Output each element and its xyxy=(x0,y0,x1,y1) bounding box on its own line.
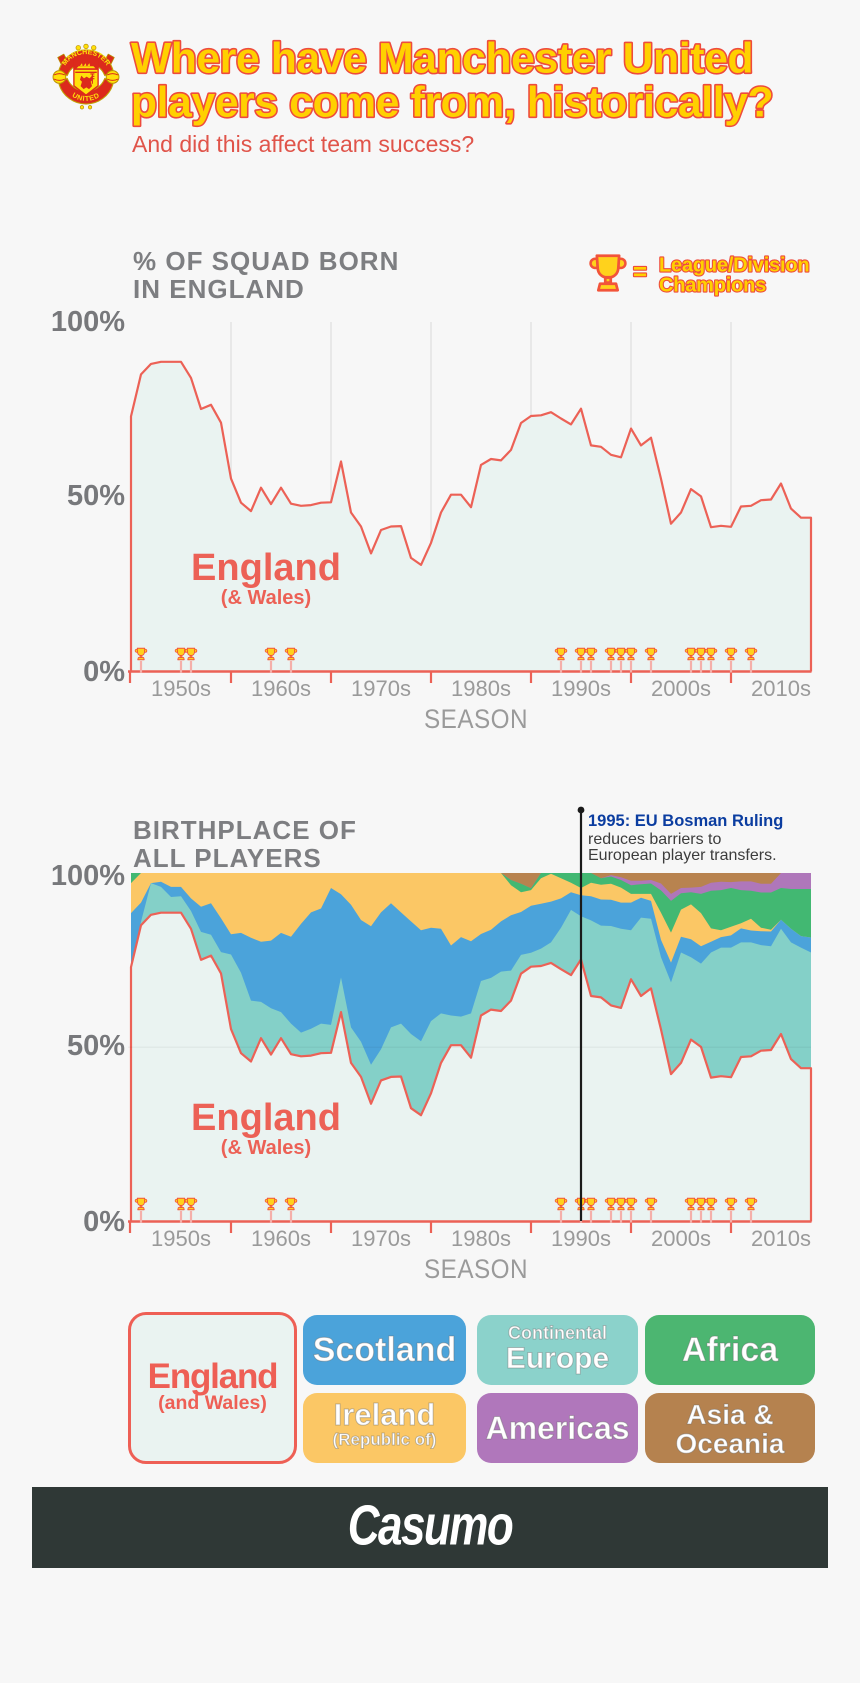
svg-text:players come from, historicall: players come from, historically? xyxy=(131,80,773,127)
svg-text:UNITED: UNITED xyxy=(71,92,101,103)
svg-text:Champions: Champions xyxy=(659,275,766,297)
svg-text:=: = xyxy=(633,259,647,286)
svg-text:Where have Manchester United: Where have Manchester United xyxy=(131,36,753,83)
svg-text:League/Division: League/Division xyxy=(659,255,809,277)
